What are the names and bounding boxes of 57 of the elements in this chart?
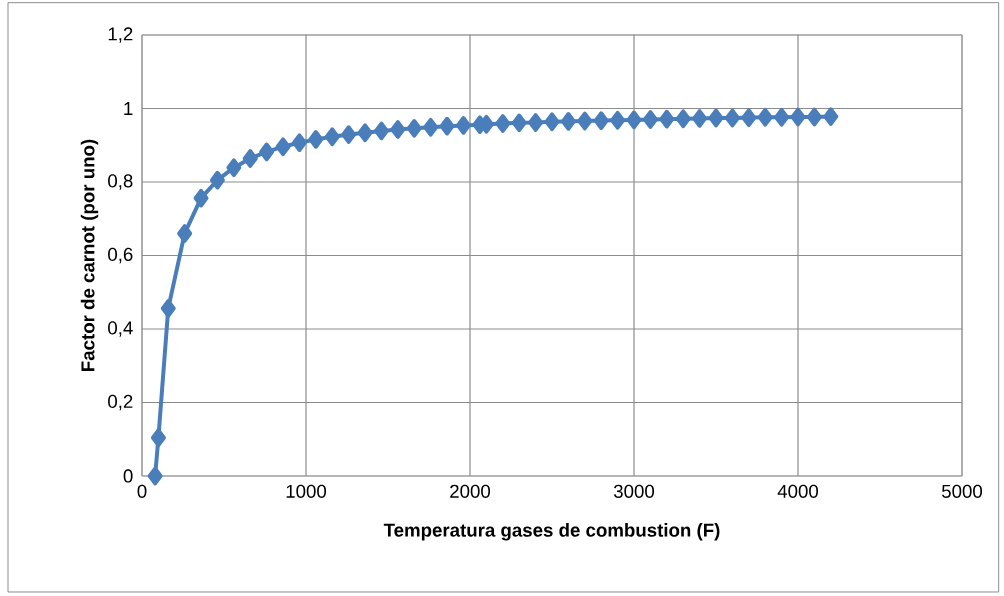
point [790, 107, 806, 127]
x-tick-label: 5000 [941, 484, 983, 498]
point [147, 466, 163, 486]
point [209, 170, 225, 190]
point [626, 110, 642, 130]
point [150, 428, 166, 448]
point [291, 133, 307, 152]
x-tick-label: 2000 [450, 484, 491, 498]
x-tick-label: 4000 [777, 484, 819, 498]
y-tick-label: 0,2 [108, 394, 133, 411]
point [406, 119, 422, 138]
point [242, 149, 258, 168]
point [177, 224, 193, 243]
point [659, 109, 675, 129]
y-tick-label: 0,6 [108, 247, 133, 264]
point [455, 116, 471, 135]
point [373, 121, 389, 141]
point [560, 112, 576, 131]
point [226, 158, 242, 177]
y-tick-label: 0,8 [108, 174, 133, 190]
point [308, 130, 324, 149]
x-tick-label: 0 [137, 484, 147, 498]
point [757, 107, 773, 127]
point [724, 108, 740, 128]
point [675, 109, 691, 129]
point [439, 116, 455, 136]
point [423, 117, 439, 137]
point [357, 123, 373, 143]
x-tick-label: 1000 [286, 484, 327, 498]
point [774, 107, 790, 127]
point [610, 110, 626, 130]
point [692, 109, 708, 128]
point [341, 125, 357, 144]
point [806, 107, 822, 127]
point [528, 113, 544, 132]
y-axis-title: Factor de carnot (por uno) [80, 139, 99, 371]
x-axis-title: Temperatura gases de combustion (F) [383, 523, 720, 541]
x-tick-label: 3000 [613, 484, 655, 498]
point [577, 111, 593, 131]
point [275, 137, 291, 157]
point [593, 111, 609, 130]
point [324, 127, 340, 147]
point [193, 188, 209, 208]
y-tick-label: 0,4 [108, 321, 133, 337]
y-tick-label: 0 [123, 469, 133, 483]
point [823, 107, 839, 126]
point [390, 120, 406, 139]
point [160, 299, 176, 318]
point [259, 142, 275, 162]
point [741, 108, 757, 128]
point [495, 114, 511, 133]
point [708, 108, 724, 128]
point [511, 113, 527, 133]
point [642, 110, 658, 129]
y-tick-label: 1,2 [108, 27, 133, 43]
y-tick-label: 1 [124, 102, 133, 115]
point [544, 112, 560, 132]
